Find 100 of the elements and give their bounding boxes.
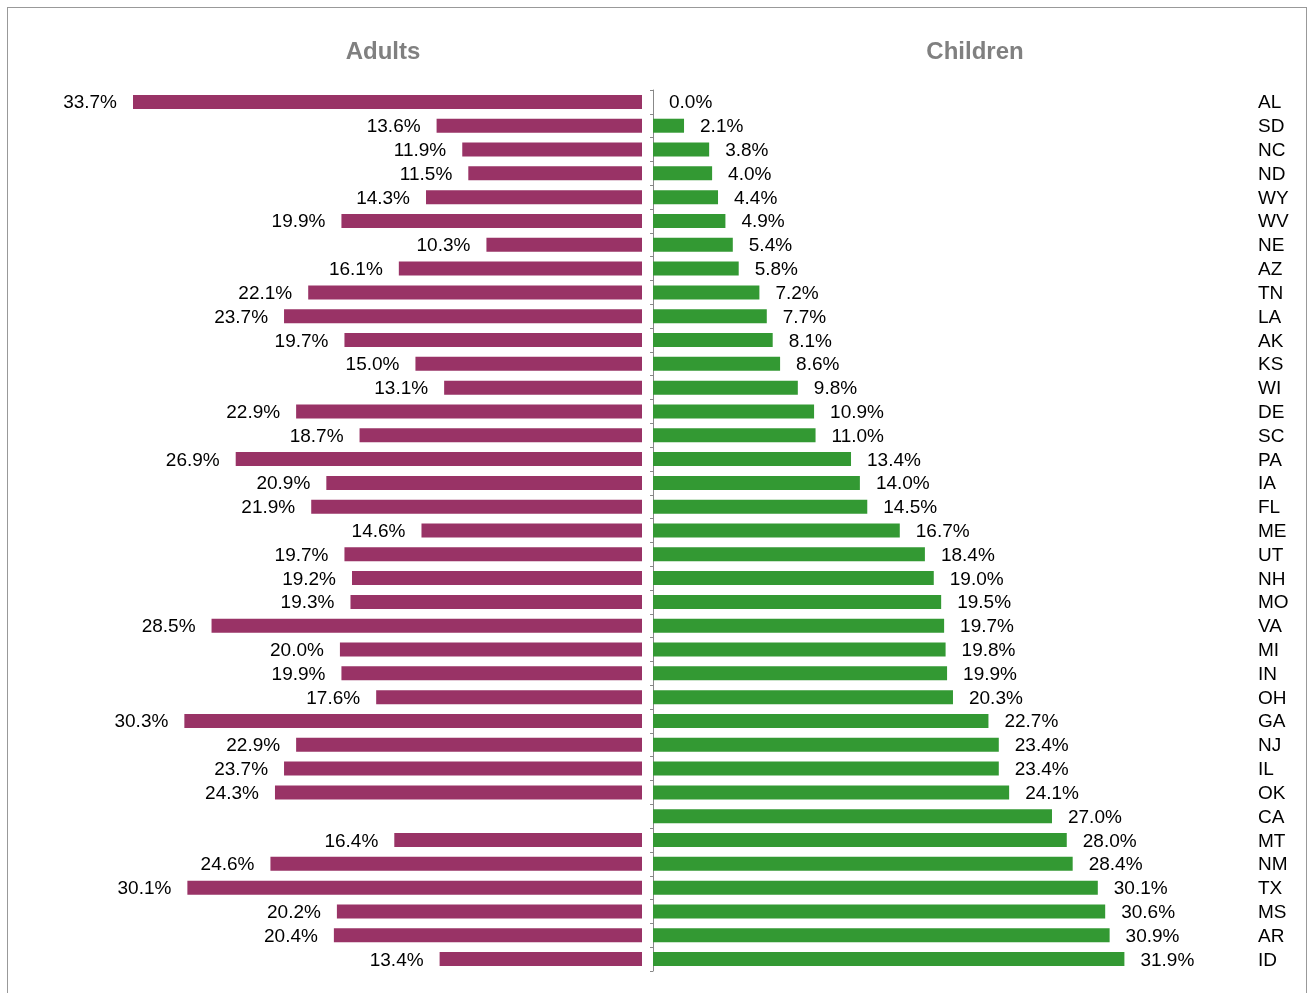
- y-tick-label: AL: [1258, 91, 1282, 113]
- data-label: 24.6%: [200, 853, 255, 875]
- bar: [436, 118, 642, 133]
- data-label: 8.1%: [788, 329, 833, 351]
- y-tick-label: DE: [1258, 400, 1285, 422]
- bar: [653, 309, 767, 324]
- bar: [653, 904, 1106, 919]
- data-label: 20.3%: [968, 686, 1023, 708]
- data-label: 30.9%: [1125, 924, 1180, 946]
- y-tick-label: WI: [1258, 377, 1282, 399]
- data-label: 20.9%: [256, 472, 311, 494]
- data-label: 9.8%: [813, 377, 858, 399]
- y-tick-label: OK: [1258, 781, 1286, 803]
- data-label: 19.9%: [963, 662, 1018, 684]
- data-label: 19.3%: [280, 591, 335, 613]
- data-label: 19.9%: [271, 210, 326, 232]
- data-label: 28.5%: [141, 615, 196, 637]
- bar: [653, 213, 726, 228]
- data-label: 4.9%: [741, 210, 785, 232]
- y-tick-label: MO: [1258, 591, 1289, 613]
- y-tick-label: MS: [1258, 900, 1287, 922]
- bar: [341, 213, 642, 228]
- bar: [350, 594, 642, 609]
- data-label: 14.6%: [351, 520, 406, 541]
- bar: [296, 737, 642, 752]
- y-tick-label: WV: [1258, 210, 1289, 232]
- bar: [653, 856, 1073, 871]
- data-label: 24.3%: [205, 781, 260, 803]
- bar: [653, 642, 946, 657]
- data-label: 18.4%: [940, 543, 995, 565]
- data-label: 16.4%: [324, 829, 379, 851]
- data-label: 30.6%: [1121, 900, 1176, 922]
- y-tick-label: TX: [1258, 877, 1283, 899]
- bar: [270, 856, 642, 871]
- data-label: 33.7%: [63, 91, 118, 113]
- y-tick-label: LA: [1258, 305, 1282, 327]
- data-label: 15.0%: [345, 353, 400, 375]
- bar: [339, 642, 642, 657]
- bar: [398, 261, 642, 276]
- data-label: 26.9%: [165, 448, 220, 470]
- y-tick-label: IA: [1258, 472, 1277, 494]
- data-label: 19.9%: [271, 662, 326, 684]
- data-label: 7.7%: [782, 305, 827, 327]
- data-label: 17.6%: [306, 686, 361, 708]
- bar: [653, 737, 999, 752]
- bar: [653, 666, 948, 681]
- data-label: 19.0%: [949, 567, 1004, 589]
- data-label: 8.6%: [796, 353, 840, 375]
- data-label: 5.8%: [754, 258, 799, 280]
- bar: [333, 928, 642, 943]
- y-tick-label: NJ: [1258, 734, 1282, 756]
- y-tick-label: IL: [1258, 758, 1274, 780]
- bar: [653, 452, 852, 467]
- y-tick-label: SC: [1258, 424, 1285, 446]
- chart-title: Children: [926, 36, 1024, 64]
- bar: [421, 523, 642, 538]
- chart-title: Adults: [345, 36, 421, 64]
- y-tick-label: CA: [1258, 805, 1285, 827]
- bar: [653, 237, 733, 252]
- bar: [326, 475, 642, 490]
- y-tick-label: TN: [1258, 281, 1284, 303]
- bar: [187, 880, 642, 895]
- data-label: 14.0%: [875, 472, 930, 494]
- data-label: 21.9%: [241, 496, 296, 518]
- data-label: 4.0%: [728, 162, 772, 184]
- y-tick-label: NC: [1258, 139, 1286, 161]
- data-label: 11.5%: [399, 162, 453, 184]
- bar: [444, 380, 642, 395]
- data-label: 10.9%: [830, 400, 885, 422]
- bar: [653, 785, 1010, 800]
- y-tick-label: IN: [1258, 662, 1277, 684]
- bar: [653, 142, 710, 157]
- y-tick-label: UT: [1258, 543, 1284, 565]
- y-tick-label: ID: [1258, 948, 1277, 970]
- data-label: 23.4%: [1014, 758, 1069, 780]
- data-label: 31.9%: [1140, 948, 1195, 970]
- data-label: 23.4%: [1014, 734, 1069, 756]
- y-tick-label: ND: [1258, 162, 1286, 184]
- bar: [184, 713, 642, 728]
- data-label: 19.5%: [957, 591, 1012, 613]
- y-tick-label: GA: [1258, 710, 1286, 732]
- data-label: 30.1%: [1113, 877, 1168, 899]
- data-label: 22.1%: [238, 281, 293, 303]
- data-label: 28.0%: [1082, 829, 1137, 851]
- y-tick-label: OH: [1258, 686, 1287, 708]
- data-label: 30.3%: [114, 710, 169, 732]
- bar: [439, 952, 642, 967]
- bar: [653, 166, 713, 181]
- bar: [336, 904, 642, 919]
- data-label: 18.7%: [289, 424, 344, 446]
- bar: [653, 475, 860, 490]
- bar: [653, 928, 1110, 943]
- bar: [653, 761, 999, 776]
- data-label: 13.1%: [374, 377, 429, 399]
- y-tick-label: KS: [1258, 353, 1284, 375]
- data-label: 13.4%: [369, 948, 424, 970]
- data-label: 27.0%: [1067, 805, 1122, 827]
- data-label: 24.1%: [1025, 781, 1080, 803]
- data-label: 20.0%: [270, 639, 325, 661]
- data-label: 22.7%: [1004, 710, 1059, 732]
